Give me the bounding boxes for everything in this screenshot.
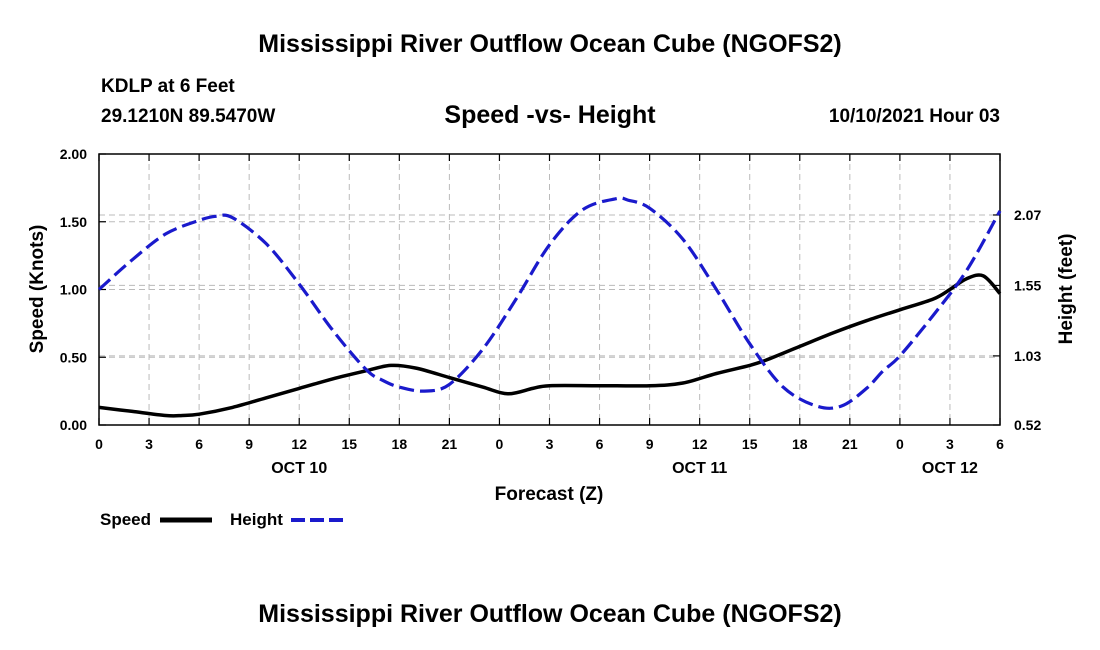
legend-speed-label: Speed (100, 510, 152, 529)
x-tick-label: 6 (596, 436, 604, 452)
axis-ticks: 0 3 6 9 12 15 18 21 0 3 6 9 12 15 18 21 0 3 6 0.00 0.50 1.00 1… (60, 146, 1042, 477)
x-tick-label: 0 (496, 436, 504, 452)
x-tick-label: 21 (842, 436, 858, 452)
x-tick-label: 12 (692, 436, 708, 452)
x-tick-label: 15 (341, 436, 357, 452)
legend-height-label: Height (230, 510, 283, 529)
y2-tick-label: 0.52 (1014, 417, 1041, 433)
y-tick-label: 0.50 (60, 349, 87, 365)
x-tick-label: 18 (792, 436, 808, 452)
y-axis-label: Speed (Knots) (27, 225, 48, 354)
x-tick-label: 12 (291, 436, 307, 452)
y-tick-label: 0.00 (60, 417, 87, 433)
height-series-line (97, 196, 1002, 410)
station-coords: 29.1210N 89.5470W (101, 106, 276, 127)
forecast-datetime: 10/10/2021 Hour 03 (828, 106, 1000, 127)
chart-subtitle: Speed -vs- Height (444, 101, 656, 129)
x-tick-label: 3 (546, 436, 554, 452)
y2-tick-label: 1.55 (1014, 277, 1041, 293)
speed-series-line (98, 273, 1002, 418)
x-tick-label: 0 (896, 436, 904, 452)
day-label: OCT 10 (271, 460, 327, 477)
y2-tick-label: 1.03 (1014, 348, 1041, 364)
y-tick-label: 2.00 (60, 146, 87, 162)
x-tick-label: 9 (646, 436, 654, 452)
x-tick-label: 9 (245, 436, 253, 452)
x-tick-label: 6 (195, 436, 203, 452)
day-label: OCT 12 (922, 460, 978, 477)
x-tick-label: 21 (442, 436, 458, 452)
footer-title: Mississippi River Outflow Ocean Cube (NG… (258, 600, 842, 628)
y-tick-label: 1.50 (60, 214, 87, 230)
x-axis-label: Forecast (Z) (495, 484, 604, 505)
x-tick-label: 18 (392, 436, 408, 452)
y-tick-label: 1.00 (60, 282, 87, 298)
y2-axis-label: Height (feet) (1056, 234, 1077, 345)
x-tick-label: 3 (946, 436, 954, 452)
x-tick-label: 0 (95, 436, 103, 452)
series-lines (97, 196, 1002, 418)
station-label: KDLP at 6 Feet (101, 76, 235, 97)
x-tick-label: 3 (145, 436, 153, 452)
x-tick-label: 6 (996, 436, 1004, 452)
main-title: Mississippi River Outflow Ocean Cube (NG… (258, 30, 842, 58)
y2-tick-label: 2.07 (1014, 207, 1041, 223)
x-tick-label: 15 (742, 436, 758, 452)
day-label: OCT 11 (672, 460, 727, 477)
